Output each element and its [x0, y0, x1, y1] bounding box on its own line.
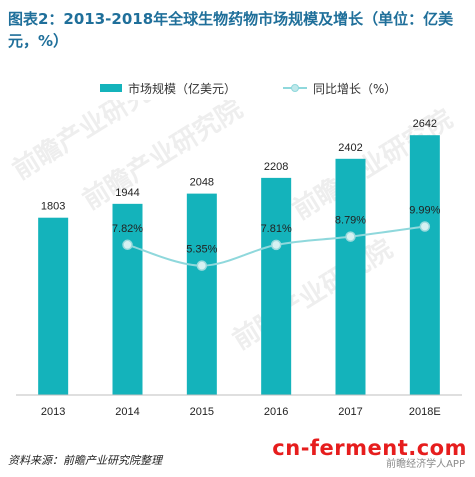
- x-tick-label: 2013: [41, 406, 65, 418]
- growth-value-label: 9.99%: [409, 205, 440, 217]
- legend-bar-swatch: [100, 84, 122, 92]
- bar-value-label: 2642: [413, 118, 437, 130]
- growth-value-label: 8.79%: [335, 215, 366, 227]
- legend-bar-label: 市场规模（亿美元）: [128, 81, 237, 96]
- growth-value-label: 7.82%: [112, 223, 143, 235]
- bar-value-label: 2208: [264, 161, 288, 173]
- watermark-logo: cn-ferment.com: [272, 436, 467, 460]
- growth-point: [196, 260, 208, 271]
- growth-value-label: 7.81%: [261, 223, 292, 235]
- growth-point: [345, 231, 356, 242]
- bar: [335, 158, 366, 395]
- x-tick-label: 2016: [264, 406, 288, 418]
- x-tick-label: 2014: [115, 406, 139, 418]
- source-note: 资料来源：前瞻产业研究院整理: [8, 454, 162, 467]
- legend: 市场规模（亿美元） 同比增长（%）: [0, 78, 475, 98]
- bar-value-label: 1803: [41, 201, 65, 213]
- growth-point: [419, 221, 431, 232]
- x-tick-label: 2018E: [409, 406, 441, 418]
- watermark-sub: 前瞻经济学人APP: [386, 459, 465, 470]
- legend-line-swatch: [283, 83, 307, 93]
- x-tick-label: 2015: [190, 406, 214, 418]
- bar: [409, 135, 440, 395]
- growth-point: [270, 239, 282, 251]
- bar: [38, 217, 69, 395]
- legend-line-item: 同比增长（%）: [283, 78, 396, 98]
- bar-value-label: 1944: [115, 187, 139, 199]
- bar-value-label: 2402: [338, 142, 362, 154]
- legend-line-label: 同比增长（%）: [313, 81, 397, 96]
- growth-point: [122, 239, 133, 251]
- chart-title: 图表2：2013-2018年全球生物药物市场规模及增长（单位：亿美元，%）: [8, 10, 454, 50]
- bar-value-label: 2048: [190, 177, 214, 189]
- x-tick-label: 2017: [338, 406, 362, 418]
- growth-value-label: 5.35%: [186, 244, 217, 256]
- legend-bar-item: 市场规模（亿美元）: [100, 78, 236, 98]
- bar: [112, 203, 143, 395]
- bar: [261, 177, 292, 395]
- bar: [186, 193, 217, 395]
